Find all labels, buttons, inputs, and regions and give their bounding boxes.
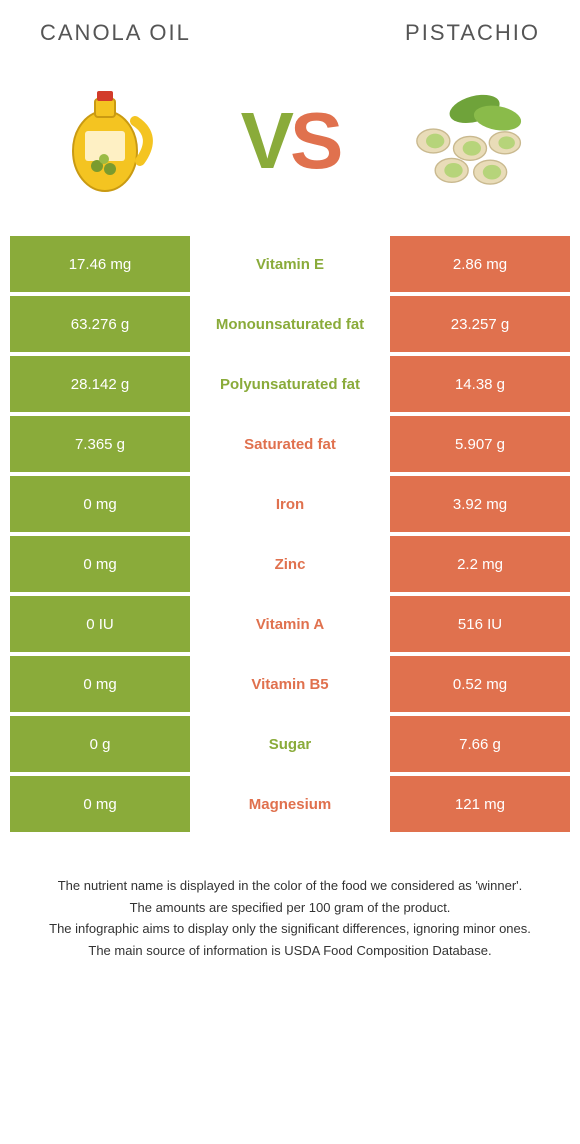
value-left: 0 g — [10, 716, 190, 772]
value-right: 14.38 g — [390, 356, 570, 412]
nutrient-row: 0 mgVitamin B50.52 mg — [10, 656, 570, 712]
nutrient-name: Vitamin E — [190, 236, 390, 292]
value-left: 0 mg — [10, 656, 190, 712]
hero-row: VS — [0, 56, 580, 236]
header-right: Pistachio — [405, 20, 540, 46]
nutrient-row: 0 mgIron3.92 mg — [10, 476, 570, 532]
nutrient-row: 28.142 gPolyunsaturated fat14.38 g — [10, 356, 570, 412]
nutrient-row: 0 mgMagnesium121 mg — [10, 776, 570, 832]
canola-oil-image — [30, 71, 190, 211]
value-right: 121 mg — [390, 776, 570, 832]
nutrient-name: Zinc — [190, 536, 390, 592]
nutrient-name: Monounsaturated fat — [190, 296, 390, 352]
value-right: 5.907 g — [390, 416, 570, 472]
nutrient-table: 17.46 mgVitamin E2.86 mg63.276 gMonounsa… — [10, 236, 570, 832]
value-left: 0 mg — [10, 476, 190, 532]
nutrient-name: Sugar — [190, 716, 390, 772]
footnotes: The nutrient name is displayed in the co… — [0, 836, 580, 960]
value-left: 0 IU — [10, 596, 190, 652]
value-right: 3.92 mg — [390, 476, 570, 532]
value-left: 28.142 g — [10, 356, 190, 412]
nutrient-row: 17.46 mgVitamin E2.86 mg — [10, 236, 570, 292]
value-right: 0.52 mg — [390, 656, 570, 712]
footnote-line: The main source of information is USDA F… — [30, 941, 550, 961]
footnote-line: The nutrient name is displayed in the co… — [30, 876, 550, 896]
nutrient-row: 63.276 gMonounsaturated fat23.257 g — [10, 296, 570, 352]
header-left: Canola oil — [40, 20, 191, 46]
nutrient-name: Magnesium — [190, 776, 390, 832]
nutrient-row: 7.365 gSaturated fat5.907 g — [10, 416, 570, 472]
vs-s: S — [290, 96, 339, 185]
nutrient-name: Vitamin A — [190, 596, 390, 652]
value-right: 2.2 mg — [390, 536, 570, 592]
footnote-line: The infographic aims to display only the… — [30, 919, 550, 939]
value-right: 2.86 mg — [390, 236, 570, 292]
value-right: 516 IU — [390, 596, 570, 652]
nutrient-row: 0 IUVitamin A516 IU — [10, 596, 570, 652]
nutrient-name: Vitamin B5 — [190, 656, 390, 712]
value-left: 0 mg — [10, 536, 190, 592]
nutrient-name: Polyunsaturated fat — [190, 356, 390, 412]
nutrient-name: Iron — [190, 476, 390, 532]
nutrient-row: 0 gSugar7.66 g — [10, 716, 570, 772]
value-left: 17.46 mg — [10, 236, 190, 292]
vs-label: VS — [241, 95, 340, 187]
nutrient-row: 0 mgZinc2.2 mg — [10, 536, 570, 592]
footnote-line: The amounts are specified per 100 gram o… — [30, 898, 550, 918]
value-left: 0 mg — [10, 776, 190, 832]
value-right: 23.257 g — [390, 296, 570, 352]
nutrient-name: Saturated fat — [190, 416, 390, 472]
value-left: 7.365 g — [10, 416, 190, 472]
value-right: 7.66 g — [390, 716, 570, 772]
header-row: Canola oil Pistachio — [0, 0, 580, 56]
vs-v: V — [241, 96, 290, 185]
value-left: 63.276 g — [10, 296, 190, 352]
pistachio-image — [390, 71, 550, 211]
